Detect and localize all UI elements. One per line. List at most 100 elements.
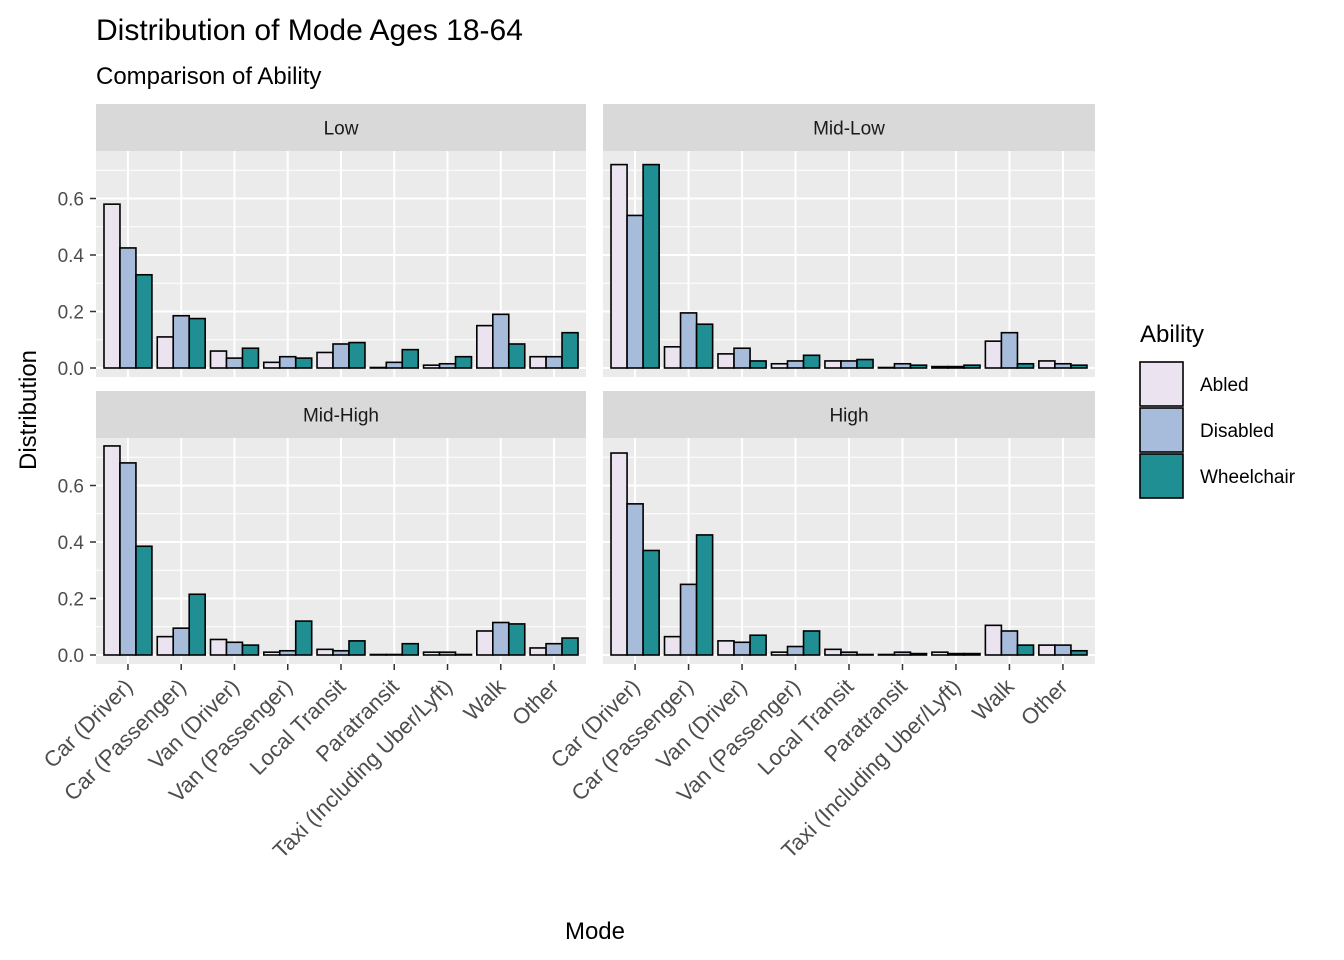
- bar-disabled: [679, 583, 698, 656]
- bar-disabled: [786, 645, 805, 656]
- bar-wheelchair: [802, 630, 821, 656]
- bar-abled: [369, 653, 388, 656]
- bar-abled: [1038, 360, 1056, 369]
- bar-disabled: [172, 314, 191, 369]
- bar-abled: [316, 648, 334, 656]
- bar-wheelchair: [507, 343, 526, 369]
- bar-abled: [209, 350, 228, 369]
- bar-disabled: [840, 360, 858, 369]
- bar-disabled: [947, 365, 965, 369]
- bar-disabled: [225, 357, 244, 369]
- y-tick-label: 0.2: [58, 590, 84, 611]
- legend-title: Ability: [1140, 321, 1204, 348]
- panels: Low0.00.20.40.6Mid-LowMid-High0.00.20.40…: [58, 104, 1095, 667]
- x-tick-label: Walk: [459, 673, 511, 725]
- bar-wheelchair: [188, 593, 206, 656]
- legend-key-abled: [1139, 361, 1184, 407]
- bar-abled: [103, 445, 121, 656]
- x-tick-label: Walk: [967, 673, 1019, 725]
- facet-strip: [603, 391, 1095, 438]
- bar-disabled: [119, 247, 137, 369]
- bar-abled: [262, 361, 281, 369]
- bar-abled: [824, 648, 842, 656]
- bar-abled: [877, 366, 896, 369]
- bar-disabled: [385, 653, 404, 656]
- bar-disabled: [947, 652, 965, 656]
- bar-wheelchair: [561, 637, 579, 656]
- bar-abled: [984, 624, 1003, 656]
- bar-wheelchair: [241, 644, 260, 656]
- facet-strip: [96, 104, 586, 151]
- legend-key-disabled: [1139, 407, 1184, 453]
- bar-wheelchair: [401, 348, 420, 369]
- bar-wheelchair: [1070, 364, 1088, 369]
- bar-wheelchair: [135, 273, 153, 369]
- bar-abled: [877, 653, 896, 656]
- bar-wheelchair: [348, 341, 366, 369]
- facet-strip: [603, 104, 1095, 151]
- bars: [103, 445, 579, 656]
- bar-wheelchair: [695, 534, 714, 656]
- bar-abled: [770, 651, 789, 656]
- y-tick-labels: 0.0 0.2 0.4 0.6: [58, 477, 96, 667]
- bar-abled: [717, 353, 735, 369]
- bar-abled: [610, 452, 628, 656]
- bar-abled: [610, 163, 628, 369]
- bar-disabled: [545, 642, 563, 656]
- bar-abled: [529, 355, 547, 369]
- chart-title: Distribution of Mode Ages 18-64: [96, 14, 523, 47]
- bar-abled: [770, 362, 789, 369]
- bar-disabled: [278, 355, 297, 369]
- bar-wheelchair: [294, 620, 313, 656]
- y-tick-label: 0.4: [58, 246, 85, 267]
- legend: Ability Abled Disabled Wheelchair: [1139, 321, 1296, 499]
- bar-disabled: [172, 627, 191, 656]
- legend-label-disabled: Disabled: [1200, 421, 1274, 442]
- bar-wheelchair: [401, 642, 420, 656]
- bar-abled: [529, 647, 547, 656]
- bar-disabled: [119, 462, 137, 656]
- bar-abled: [476, 630, 494, 656]
- bar-disabled: [225, 641, 244, 656]
- bar-wheelchair: [963, 652, 981, 656]
- y-tick-label: 0.2: [58, 303, 84, 324]
- bar-abled: [931, 651, 949, 656]
- bar-disabled: [733, 347, 751, 369]
- facet-strip-label: Mid-High: [303, 406, 379, 427]
- bar-abled: [103, 203, 121, 369]
- bar-disabled: [545, 355, 563, 369]
- bar-abled: [156, 336, 175, 369]
- bar-wheelchair: [802, 354, 821, 369]
- bar-abled: [476, 324, 494, 369]
- y-tick-label: 0.0: [58, 646, 84, 667]
- bar-wheelchair: [1016, 362, 1035, 369]
- bar-abled: [422, 364, 441, 369]
- facet-strip: [96, 391, 586, 438]
- bar-wheelchair: [963, 364, 981, 369]
- bar-abled: [422, 651, 441, 656]
- bar-wheelchair: [749, 360, 767, 369]
- legend-key-wheelchair: [1139, 453, 1184, 499]
- chart-subtitle: Comparison of Ability: [96, 63, 321, 90]
- bar-wheelchair: [1070, 649, 1088, 656]
- bar-wheelchair: [1016, 644, 1035, 656]
- bar-wheelchair: [294, 357, 313, 369]
- bar-disabled: [733, 641, 751, 656]
- bar-wheelchair: [856, 358, 874, 369]
- bar-wheelchair: [909, 364, 928, 369]
- bar-wheelchair: [642, 163, 660, 369]
- bar-disabled: [491, 621, 510, 656]
- bar-abled: [931, 365, 949, 369]
- x-tick-label: Other: [507, 674, 564, 731]
- bar-wheelchair: [909, 652, 928, 656]
- bar-disabled: [1000, 331, 1019, 369]
- x-tick-label: Other: [1016, 674, 1073, 731]
- y-tick-label: 0.6: [58, 190, 84, 211]
- bar-wheelchair: [348, 640, 366, 656]
- bar-abled: [717, 640, 735, 656]
- bar-abled: [984, 340, 1003, 369]
- panel-high: High: [603, 391, 1095, 664]
- x-tick-labels: Car (Driver)Car (Passenger)Van (Driver)V…: [39, 664, 1073, 863]
- bar-wheelchair: [642, 549, 660, 656]
